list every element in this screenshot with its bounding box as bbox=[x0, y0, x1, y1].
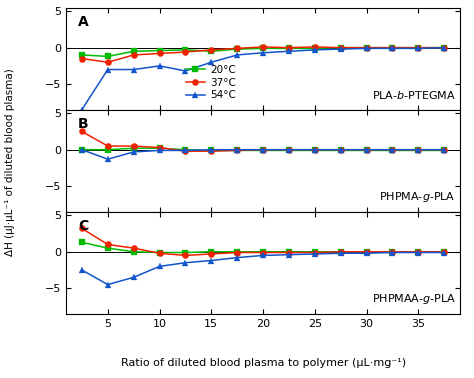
Text: A: A bbox=[78, 15, 89, 29]
Text: Ratio of diluted blood plasma to polymer (μL·mg⁻¹): Ratio of diluted blood plasma to polymer… bbox=[120, 358, 406, 368]
Text: B: B bbox=[78, 117, 89, 131]
Text: ΔH (μJ·μL⁻¹ of diluted blood plasma): ΔH (μJ·μL⁻¹ of diluted blood plasma) bbox=[5, 69, 16, 256]
Text: PHPMA-$\it{g}$-PLA: PHPMA-$\it{g}$-PLA bbox=[379, 189, 456, 203]
Text: PHPMAA-$\it{g}$-PLA: PHPMAA-$\it{g}$-PLA bbox=[372, 291, 456, 305]
Text: PLA-$\it{b}$-PTEGMA: PLA-$\it{b}$-PTEGMA bbox=[372, 90, 456, 101]
Text: C: C bbox=[78, 219, 89, 233]
Legend: 20°C, 37°C, 54°C: 20°C, 37°C, 54°C bbox=[182, 61, 240, 104]
